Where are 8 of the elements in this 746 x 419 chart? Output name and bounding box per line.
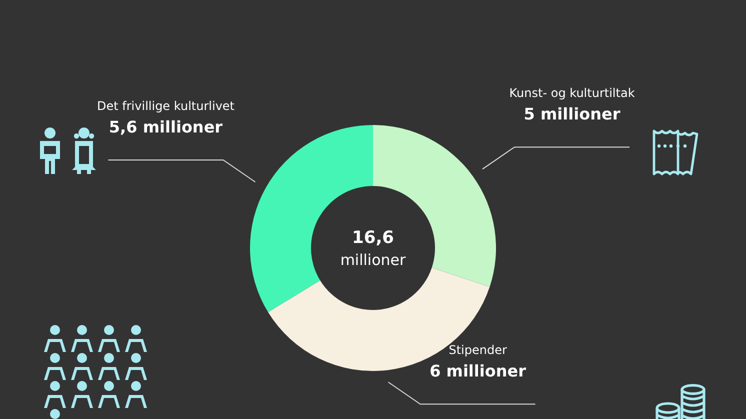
- slice-label: Stipender: [448, 343, 507, 358]
- slice-label: Kunst- og kulturtiltak: [509, 86, 635, 100]
- slice-label: Det frivillige kulturlivet: [96, 98, 235, 113]
- text: 16,6: [352, 228, 394, 248]
- data-label: 6 millioner: [430, 362, 526, 381]
- data-label: 5,6 millioner: [108, 117, 223, 136]
- data-label: 5 millioner: [524, 104, 620, 124]
- text: millioner: [340, 251, 407, 269]
